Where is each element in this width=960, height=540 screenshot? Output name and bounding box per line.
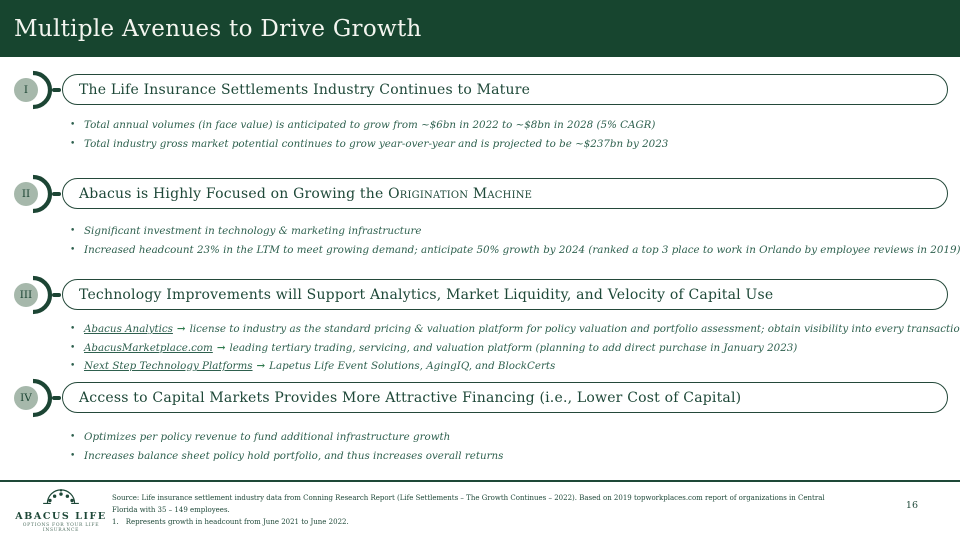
bullet-text: Total industry gross market potential co… [84, 137, 669, 150]
section-pill: Access to Capital Markets Provides More … [62, 382, 948, 413]
bullet-item: • Total industry gross market potential c… [70, 135, 946, 154]
section-numeral: III [19, 288, 33, 301]
bullet-item: • Next Step Technology Platforms → Lapetus … [70, 357, 946, 376]
bullet-dot-icon: • [70, 138, 76, 149]
bullet-link-label[interactable]: Next Step Technology Platforms [84, 360, 253, 373]
badge-arc-icon [32, 378, 53, 417]
bullet-dot-icon: • [70, 450, 76, 461]
section-badge: III [14, 282, 38, 307]
connector-dash-icon [52, 395, 61, 400]
heading-text: Technology Improvements will Support Ana… [79, 286, 774, 303]
logo-name: ABACUS LIFE [15, 511, 107, 522]
bullet-list: • Significant investment in technology & … [70, 222, 960, 260]
bullet-list: • Optimizes per policy revenue to fund ad… [70, 428, 946, 465]
bullet-text: Increases balance sheet policy hold port… [84, 449, 504, 462]
bullet-item: • Abacus Analytics → license to industry as… [70, 320, 960, 339]
page-number: 16 [905, 500, 918, 511]
bullet-dot-icon: • [70, 120, 76, 130]
section-numeral: I [23, 83, 29, 96]
bullet-dot-icon: • [70, 324, 76, 334]
abacus-logo-icon [43, 489, 79, 505]
heading-caps-text: Origination Machine [388, 185, 533, 202]
badge-arc-icon [32, 70, 53, 109]
section-badge: II [14, 181, 38, 206]
abacus-logo: ABACUS LIFE OPTIONS FOR YOUR LIFE INSURA… [12, 489, 110, 533]
bullet-item: • AbacusMarketplace.com → leading tertiary … [70, 339, 946, 358]
section-heading: The Life Insurance Settlements Industry … [79, 82, 530, 98]
connector-dash-icon [52, 191, 61, 196]
badge-arc-icon [32, 275, 53, 314]
section-pill: Technology Improvements will Support Ana… [62, 279, 948, 310]
section-numeral: IV [20, 391, 32, 404]
bullet-item: • Total annual volumes (in face value) is… [70, 116, 946, 135]
section-badge: IV [14, 385, 38, 410]
section-heading: Technology Improvements will Support Ana… [79, 287, 773, 303]
footer-divider [0, 480, 960, 482]
logo-tagline: OPTIONS FOR YOUR LIFE INSURANCE [22, 523, 100, 533]
connector-dash-icon [52, 87, 61, 92]
bullet-text: leading tertiary trading, servicing, and… [229, 341, 798, 354]
bullet-dot-icon: • [70, 244, 76, 255]
bullet-item: • Significant investment in technology & … [70, 222, 946, 241]
bullet-text: Lapetus Life Event Solutions, AgingIQ, a… [269, 360, 556, 373]
bullet-list: • Total annual volumes (in face value) is… [70, 116, 946, 153]
section-numeral: II [21, 187, 31, 200]
bullet-item: • Optimizes per policy revenue to fund ad… [70, 428, 946, 447]
bullet-text: Significant investment in technology & m… [84, 225, 422, 237]
heading-text: Abacus is Highly Focused on Growing the [79, 185, 389, 202]
section-heading: Abacus is Highly Focused on Growing the … [79, 186, 532, 202]
bullet-text: Total annual volumes (in face value) is … [84, 119, 656, 131]
arrow-icon: → [216, 341, 226, 354]
bullet-text: Optimizes per policy revenue to fund add… [84, 431, 451, 443]
source-text: Source: Life insurance settlement indust… [112, 494, 825, 514]
bullet-dot-icon: • [70, 226, 76, 236]
bullet-text: Increased headcount 23% in the LTM to me… [84, 243, 960, 256]
bullet-list: • Abacus Analytics → license to industry as… [70, 320, 960, 376]
arrow-icon: → [176, 323, 186, 335]
page-title: Multiple Avenues to Drive Growth [14, 15, 422, 42]
footnote-number: 1. [112, 518, 119, 526]
arrow-icon: → [256, 360, 266, 373]
footnote-body: Represents growth in headcount from June… [125, 518, 349, 526]
bullet-item: • Increased headcount 23% in the LTM to m… [70, 241, 960, 260]
bullet-dot-icon: • [70, 432, 76, 442]
badge-arc-icon [32, 174, 53, 213]
bullet-link-label[interactable]: Abacus Analytics [84, 323, 173, 335]
footnote-text: 1. Represents growth in headcount from Ju… [112, 516, 830, 528]
source-block: Source: Life insurance settlement indust… [112, 492, 830, 528]
section-heading: Access to Capital Markets Provides More … [79, 390, 741, 406]
bullet-item: • Increases balance sheet policy hold por… [70, 447, 946, 466]
heading-text: Access to Capital Markets Provides More … [79, 389, 742, 406]
section-pill: Abacus is Highly Focused on Growing the … [62, 178, 948, 209]
section-pill: The Life Insurance Settlements Industry … [62, 74, 948, 105]
bullet-dot-icon: • [70, 342, 76, 353]
connector-dash-icon [52, 292, 61, 297]
heading-text: The Life Insurance Settlements Industry … [79, 81, 531, 98]
section-badge: I [14, 77, 38, 102]
slide-header: Multiple Avenues to Drive Growth [0, 0, 960, 57]
bullet-dot-icon: • [70, 361, 76, 372]
bullet-link-label[interactable]: AbacusMarketplace.com [84, 341, 213, 354]
bullet-text: license to industry as the standard pric… [189, 323, 960, 335]
